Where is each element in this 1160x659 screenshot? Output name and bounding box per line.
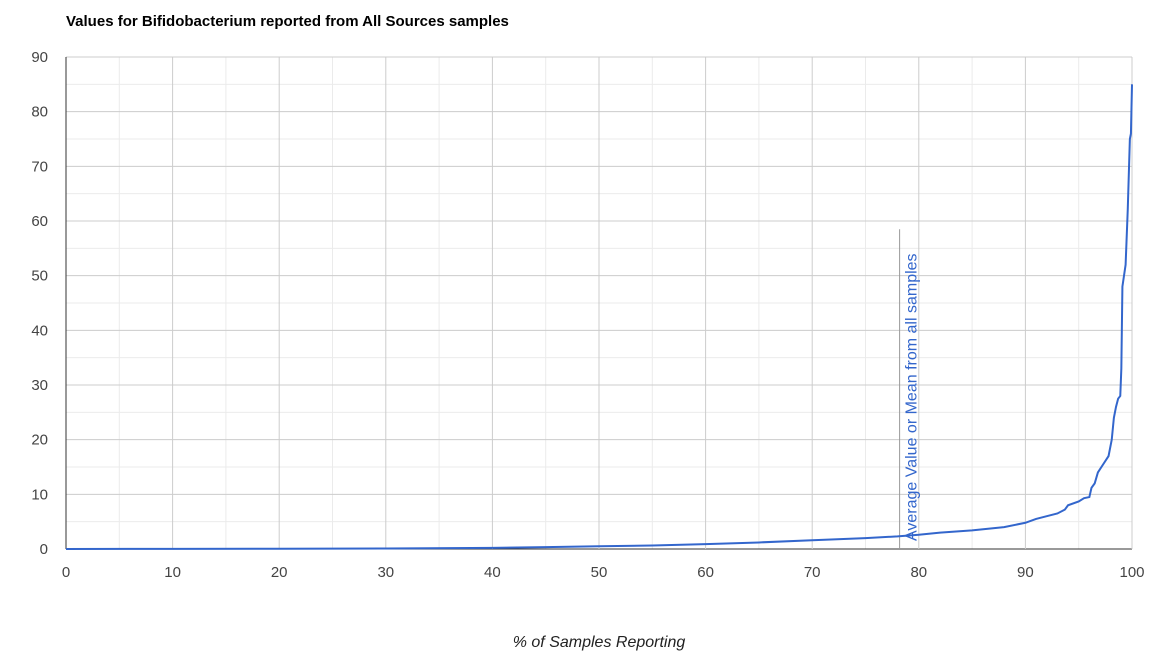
y-tick-label: 20 [31, 432, 48, 449]
x-tick-label: 10 [164, 564, 181, 581]
y-tick-label: 40 [31, 322, 48, 339]
x-tick-label: 90 [1017, 564, 1034, 581]
x-tick-label: 40 [484, 564, 501, 581]
x-tick-label: 30 [377, 564, 394, 581]
annotation-text: Average Value or Mean from all samples [904, 253, 921, 541]
x-tick-label: 100 [1119, 564, 1144, 581]
chart-title: Values for Bifidobacterium reported from… [66, 13, 509, 30]
y-tick-label: 90 [31, 49, 48, 66]
x-tick-label: 20 [271, 564, 288, 581]
y-tick-label: 60 [31, 213, 48, 230]
x-axis-label: % of Samples Reporting [513, 634, 686, 651]
x-tick-label: 60 [697, 564, 714, 581]
x-tick-label: 80 [910, 564, 927, 581]
data-line [65, 84, 1133, 550]
y-tick-label: 70 [31, 158, 48, 175]
x-tick-label: 0 [62, 564, 70, 581]
y-tick-label: 30 [31, 377, 48, 394]
x-tick-label: 50 [591, 564, 608, 581]
y-tick-label: 0 [40, 541, 48, 558]
y-tick-label: 10 [31, 486, 48, 503]
y-tick-label: 80 [31, 104, 48, 121]
y-tick-label: 50 [31, 268, 48, 285]
x-tick-label: 70 [804, 564, 821, 581]
